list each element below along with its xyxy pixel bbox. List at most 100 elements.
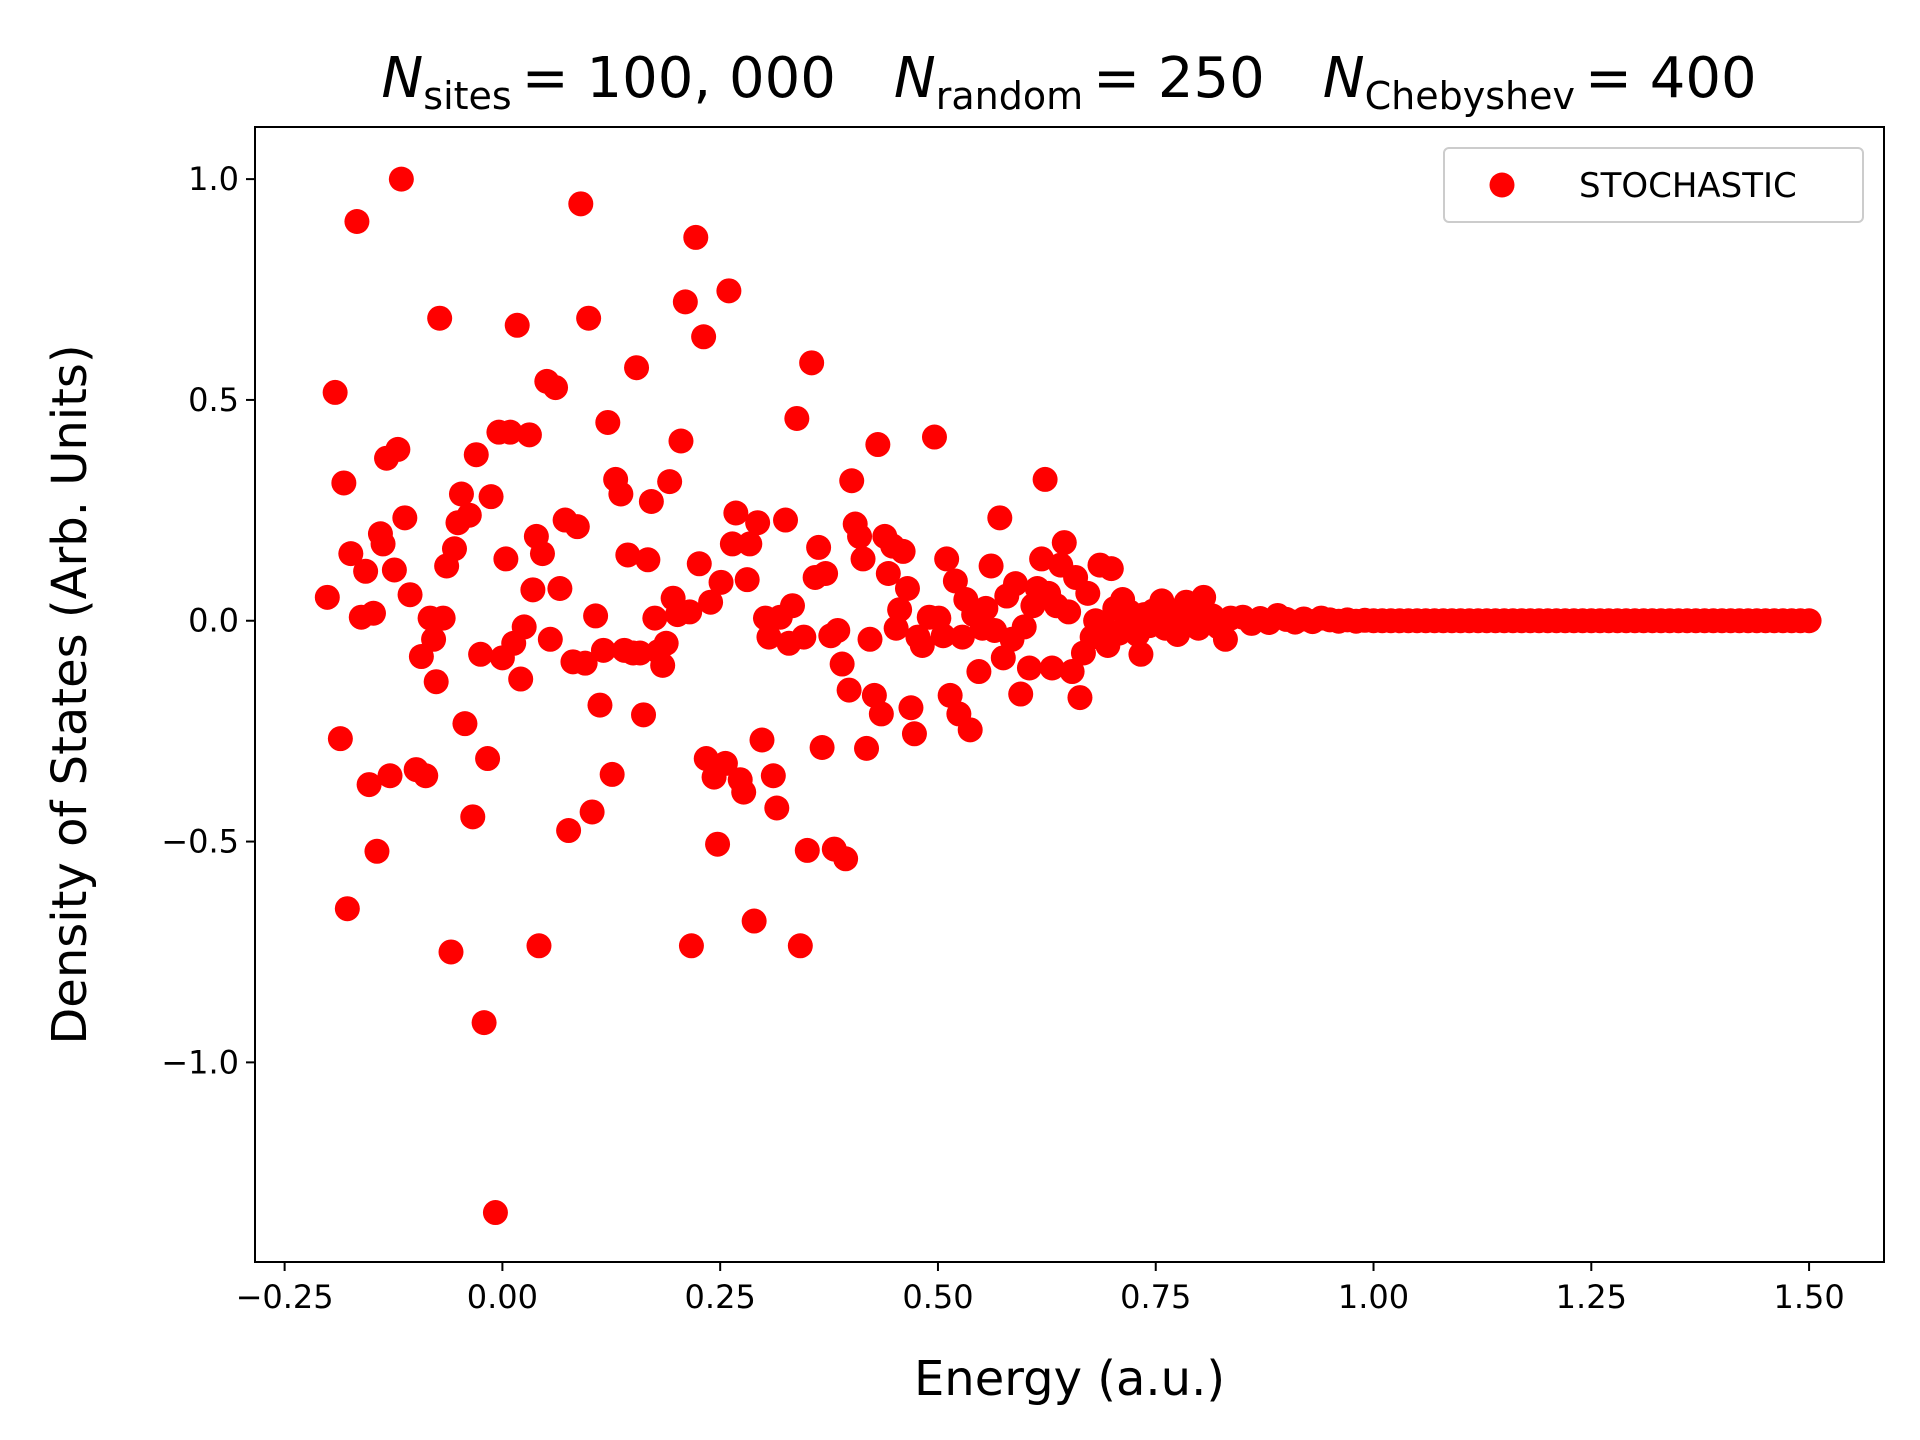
data-point <box>427 305 453 331</box>
data-point <box>579 799 605 825</box>
data-point <box>475 746 501 772</box>
data-point <box>627 640 653 666</box>
data-point <box>537 626 563 652</box>
data-point <box>370 531 396 557</box>
data-point <box>657 469 683 495</box>
data-point <box>921 424 947 450</box>
data-point <box>716 278 742 304</box>
title-value: = 250 <box>1093 46 1265 111</box>
data-point <box>564 514 590 540</box>
data-point <box>930 623 956 649</box>
data-point <box>760 763 786 789</box>
data-point <box>327 726 353 752</box>
data-point <box>749 727 775 753</box>
data-point <box>756 624 782 650</box>
data-point <box>353 558 379 584</box>
data-point <box>1098 556 1124 582</box>
data-point <box>344 209 370 235</box>
data-point <box>934 546 960 572</box>
data-point <box>784 405 810 431</box>
y-tick-label: 0.5 <box>188 381 239 419</box>
title-subscript: random <box>936 74 1083 118</box>
data-point <box>1191 584 1217 610</box>
data-point <box>937 682 963 708</box>
legend-box <box>1443 147 1864 223</box>
data-point <box>441 536 467 562</box>
data-point <box>850 546 876 572</box>
data-point <box>590 637 616 663</box>
data-point <box>1016 655 1042 681</box>
plot-frame <box>254 126 1885 1263</box>
data-point <box>314 584 340 610</box>
data-point <box>1212 626 1238 652</box>
x-tick-label: 0.75 <box>1120 1278 1191 1316</box>
data-point <box>978 553 1004 579</box>
data-point <box>456 502 482 528</box>
data-point <box>942 568 968 594</box>
data-point <box>678 933 704 959</box>
data-point <box>511 614 537 640</box>
data-point <box>572 650 598 676</box>
data-point <box>493 546 519 572</box>
data-point <box>898 695 924 721</box>
data-point <box>360 600 386 626</box>
data-point <box>708 569 734 595</box>
data-point <box>497 419 523 445</box>
data-point <box>794 837 820 863</box>
data-point <box>901 721 927 747</box>
data-point <box>839 468 865 494</box>
data-point <box>638 489 664 515</box>
data-point <box>1056 599 1082 625</box>
title-symbol: N <box>381 46 423 111</box>
data-point <box>1039 655 1065 681</box>
data-point <box>1051 530 1077 556</box>
y-axis-label: Density of States (Arb. Units) <box>42 344 98 1044</box>
data-point <box>631 702 657 728</box>
data-point <box>773 507 799 533</box>
title-symbol: N <box>894 46 936 111</box>
legend-marker <box>1489 172 1515 198</box>
data-point <box>1002 571 1028 597</box>
data-point <box>556 818 582 844</box>
title-symbol: N <box>1323 46 1365 111</box>
data-point <box>698 589 724 615</box>
data-point <box>1032 466 1058 492</box>
data-point <box>677 599 703 625</box>
data-point <box>413 763 439 789</box>
data-point <box>1011 614 1037 640</box>
data-point <box>460 804 486 830</box>
data-point <box>547 576 573 602</box>
data-point <box>392 505 418 531</box>
data-point <box>331 470 357 496</box>
data-point <box>377 763 403 789</box>
data-point <box>595 409 621 435</box>
data-point <box>516 422 542 448</box>
data-point <box>653 630 679 656</box>
data-point <box>868 701 894 727</box>
data-point <box>990 645 1016 671</box>
data-point <box>482 1200 508 1226</box>
data-point <box>356 772 382 798</box>
data-point <box>1075 580 1101 606</box>
data-point <box>576 305 602 331</box>
data-point <box>397 582 423 608</box>
data-point <box>833 846 859 872</box>
data-point <box>987 505 1013 531</box>
data-point <box>642 605 668 631</box>
data-point <box>836 677 862 703</box>
data-point <box>737 531 763 557</box>
data-point <box>825 617 851 643</box>
data-point <box>334 896 360 922</box>
data-point <box>813 560 839 586</box>
data-point <box>847 523 873 549</box>
data-point <box>650 652 676 678</box>
data-point <box>452 711 478 737</box>
data-point <box>381 557 407 583</box>
data-point <box>949 624 975 650</box>
data-point <box>787 933 813 959</box>
data-point <box>809 734 835 760</box>
data-point <box>712 750 738 776</box>
data-point <box>583 603 609 629</box>
data-point <box>1128 641 1154 667</box>
